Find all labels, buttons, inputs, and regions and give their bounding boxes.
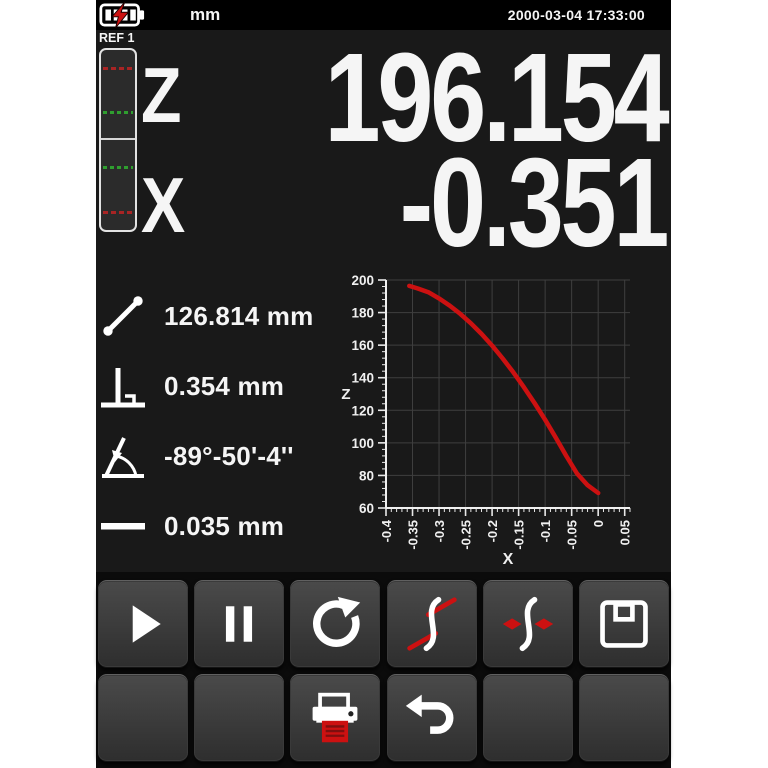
indicator-divider [101, 138, 135, 140]
curve-filter-icon [406, 596, 457, 652]
svg-text:160: 160 [351, 338, 374, 353]
blank-button-1[interactable] [98, 674, 188, 762]
save-icon [600, 600, 648, 648]
status-bar: mm 2000-03-04 17:33:00 [96, 0, 671, 30]
blank-button-2[interactable] [194, 674, 285, 762]
curve-markers-button[interactable] [482, 580, 573, 668]
svg-text:-0.1: -0.1 [538, 520, 553, 542]
pause-button[interactable] [194, 580, 285, 668]
print-icon [312, 692, 358, 743]
restart-button[interactable] [290, 580, 381, 668]
svg-text:-0.4: -0.4 [379, 519, 394, 542]
battery-charging-icon [99, 2, 145, 28]
measurement-row: -89°-50'-4'' [98, 421, 338, 491]
svg-text:100: 100 [351, 436, 374, 451]
measurement-row: 126.814 mm [98, 281, 338, 351]
indicator-green-mark [103, 111, 133, 114]
svg-text:-0.3: -0.3 [432, 520, 447, 542]
svg-text:-0.05: -0.05 [565, 520, 580, 550]
back-icon [405, 694, 454, 734]
svg-text:-0.15: -0.15 [512, 520, 527, 550]
play-button[interactable] [98, 580, 188, 668]
straightness-value: 0.035 mm [164, 510, 285, 541]
datetime-label: 2000-03-04 17:33:00 [507, 7, 645, 23]
toolbar-row-1 [98, 580, 669, 668]
distance-value: 126.814 mm [164, 300, 314, 331]
indicator-red-mark [103, 67, 133, 70]
ref-label: REF 1 [99, 31, 135, 45]
restart-icon [313, 596, 361, 647]
toolbar-background [96, 572, 671, 768]
angle-icon [98, 431, 148, 481]
axis-value-z: 196.154 [324, 27, 669, 168]
svg-text:-0.25: -0.25 [459, 520, 474, 550]
svg-text:60: 60 [359, 501, 374, 516]
back-button[interactable] [386, 674, 477, 762]
unit-label: mm [190, 5, 221, 24]
indicator-red-mark [103, 211, 133, 214]
svg-text:80: 80 [359, 468, 374, 483]
blank-button-3[interactable] [482, 674, 573, 762]
axis-letter-z: Z [141, 51, 182, 139]
svg-text:200: 200 [351, 273, 374, 288]
pause-icon [226, 606, 253, 642]
blank-button-4[interactable] [578, 674, 669, 762]
svg-text:-0.2: -0.2 [485, 520, 500, 542]
measurement-row: 0.354 mm [98, 351, 338, 421]
axis-letter-x: X [141, 161, 186, 249]
svg-text:120: 120 [351, 403, 374, 418]
svg-text:180: 180 [351, 306, 374, 321]
svg-text:X: X [503, 551, 514, 568]
svg-text:-0.35: -0.35 [406, 520, 421, 550]
perpendicularity-icon [98, 361, 148, 411]
svg-text:140: 140 [351, 371, 374, 386]
perpendicularity-value: 0.354 mm [164, 370, 285, 401]
curve-markers-icon [502, 596, 553, 652]
profile-chart: 60 80 100 120 140 160 180 200 -0.4 -0.35 -0.3 -0.25… [341, 273, 633, 568]
scale-position-indicator [99, 48, 137, 232]
measurement-row: 0.035 mm [98, 491, 338, 561]
svg-text:0.05: 0.05 [618, 520, 633, 545]
print-button[interactable] [290, 674, 381, 762]
svg-text:Z: Z [341, 386, 350, 403]
svg-text:0: 0 [591, 520, 606, 527]
straightness-icon [98, 501, 148, 551]
distance-icon [98, 291, 148, 341]
curve-filter-button[interactable] [386, 580, 477, 668]
indicator-green-mark [103, 166, 133, 169]
angle-value: -89°-50'-4'' [164, 440, 294, 471]
dro-app: mm 2000-03-04 17:33:00 REF 1 Z 196.154 X… [96, 0, 671, 768]
measurement-list: 126.814 mm 0.354 mm [98, 281, 338, 561]
axis-value-x: -0.351 [399, 132, 669, 273]
play-icon [132, 605, 161, 643]
save-button[interactable] [578, 580, 669, 668]
toolbar-row-2 [98, 674, 669, 762]
